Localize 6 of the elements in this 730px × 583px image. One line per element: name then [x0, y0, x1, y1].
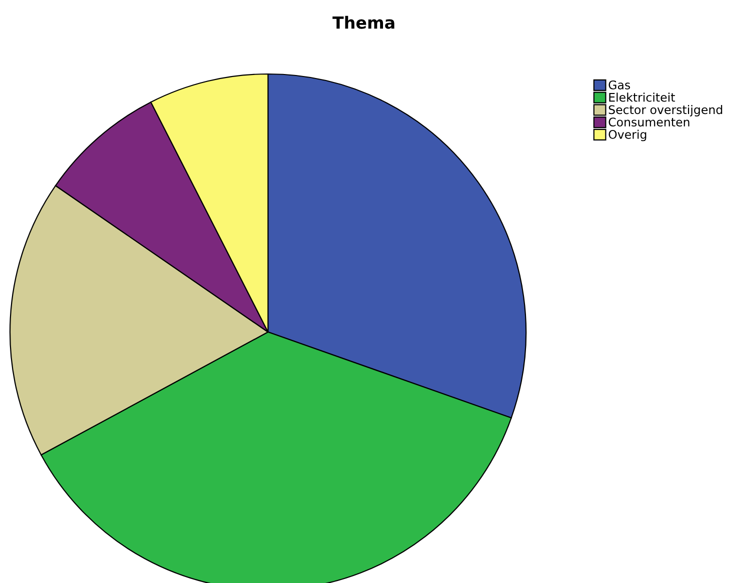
legend-label: Gas	[608, 80, 630, 90]
chart-title: Thema	[332, 16, 394, 29]
legend-label: Consumenten	[608, 118, 690, 127]
legend-label: Elektriciteit	[609, 92, 675, 102]
legend-label: Sector overstijgend	[608, 105, 722, 116]
legend-label: Overig	[608, 130, 646, 142]
